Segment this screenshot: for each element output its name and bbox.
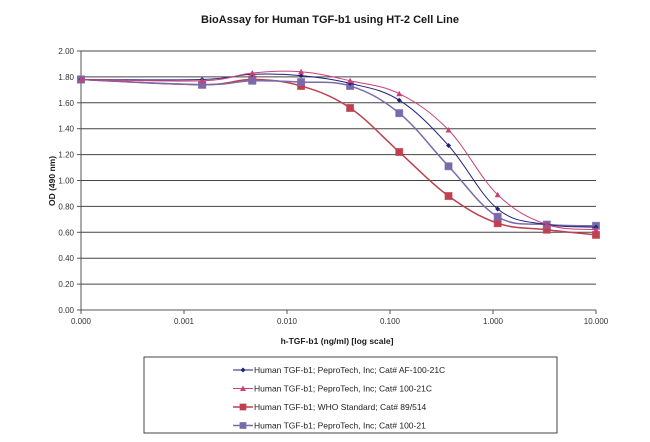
x-tick-label: 0.100	[380, 317, 401, 326]
legend-item: Human TGF-b1; WHO Standard; Cat# 89/514	[233, 402, 427, 412]
x-tick-label: 0.000	[71, 317, 92, 326]
y-tick-label: 0.00	[58, 306, 74, 315]
data-point	[347, 77, 354, 84]
data-point	[199, 77, 206, 84]
series-line	[80, 70, 597, 231]
legend-marker-icon	[240, 367, 246, 373]
x-tick-label: 10.000	[584, 317, 609, 326]
data-point	[396, 97, 402, 103]
y-tick-label: 0.60	[58, 228, 74, 237]
data-point	[445, 126, 452, 133]
y-tick-label: 2.00	[58, 47, 74, 56]
data-point	[543, 221, 550, 228]
y-tick-label: 0.80	[58, 202, 74, 211]
legend-marker-icon	[240, 385, 246, 391]
x-tick-label: 0.010	[277, 317, 298, 326]
data-series	[77, 68, 600, 239]
legend-label: Human TGF-b1; PeproTech, Inc; Cat# 100-2…	[254, 421, 426, 431]
data-point	[346, 103, 355, 112]
data-point	[298, 73, 304, 79]
y-tick-label: 0.40	[58, 254, 74, 263]
legend-box	[143, 356, 558, 434]
x-tick-label: 1.000	[483, 317, 504, 326]
y-tick-label: 1.20	[58, 151, 74, 160]
chart-title: BioAssay for Human TGF-b1 using HT-2 Cel…	[201, 14, 459, 26]
series-line	[80, 73, 597, 228]
legend-label: Human TGF-b1; PeproTech, Inc; Cat# AF-10…	[254, 365, 445, 375]
y-axis-ticks: 0.00 0.20 0.40 0.60 0.80 1.00 1.20 1.40 1.60 1.80…	[58, 47, 81, 315]
series-2	[78, 68, 599, 233]
y-tick-label: 1.80	[58, 73, 74, 82]
legend-label: Human TGF-b1; PeproTech, Inc; Cat# 100-2…	[254, 384, 432, 394]
x-axis-ticks: 0.000 0.001 0.010 0.100 1.000 10.000	[71, 310, 609, 326]
y-tick-label: 0.20	[58, 280, 74, 289]
data-point	[298, 68, 305, 75]
y-tick-label: 1.00	[58, 177, 74, 186]
data-point	[78, 76, 84, 82]
series-3	[77, 75, 600, 239]
y-tick-label: 1.40	[58, 125, 74, 134]
legend-label: Human TGF-b1; WHO Standard; Cat# 89/514	[254, 402, 427, 412]
legend-marker-icon	[239, 403, 247, 411]
data-point	[395, 109, 404, 118]
legend-marker-icon	[239, 422, 247, 429]
y-tick-label: 1.60	[58, 99, 74, 108]
data-point	[592, 230, 600, 239]
data-point	[444, 192, 453, 201]
legend-item: Human TGF-b1; PeproTech, Inc; Cat# 100-2…	[233, 421, 426, 431]
x-axis-label: h-TGF-b1 (ng/ml) [log scale]	[281, 336, 394, 346]
data-point	[494, 191, 501, 198]
series-line	[80, 78, 597, 227]
data-point	[493, 212, 502, 221]
data-point	[297, 78, 306, 87]
data-point	[444, 162, 453, 171]
data-point	[248, 76, 257, 85]
data-point	[493, 219, 502, 228]
legend-item: Human TGF-b1; PeproTech, Inc; Cat# AF-10…	[233, 365, 445, 375]
data-point	[249, 70, 256, 76]
data-point	[395, 148, 404, 157]
x-tick-label: 0.001	[174, 317, 195, 326]
data-point	[396, 90, 403, 97]
legend: Human TGF-b1; PeproTech, Inc; Cat# AF-10…	[233, 365, 445, 431]
data-point	[593, 226, 599, 233]
y-axis-label: OD (490 nm)	[47, 156, 57, 206]
gridlines	[81, 50, 596, 285]
data-point	[446, 143, 452, 149]
legend-item: Human TGF-b1; PeproTech, Inc; Cat# 100-2…	[233, 384, 432, 394]
data-point	[495, 206, 501, 212]
